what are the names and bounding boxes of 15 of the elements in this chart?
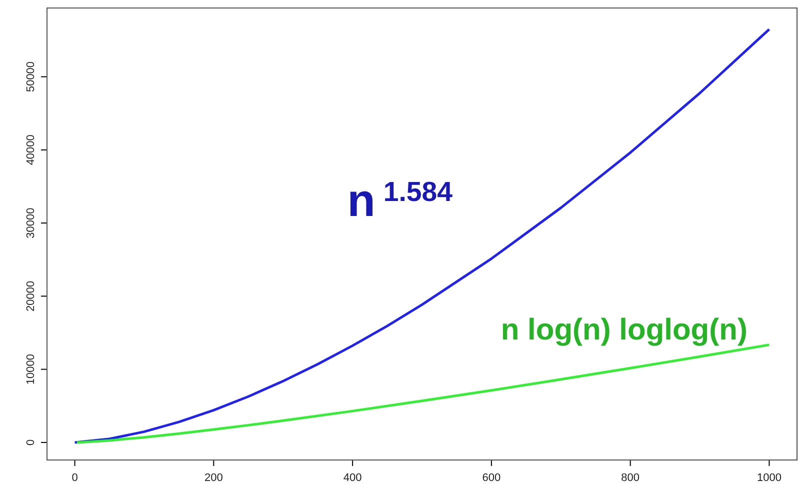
x-tick-label: 200 bbox=[204, 472, 223, 484]
line-series bbox=[74, 28, 770, 444]
y-tick-label: 0 bbox=[25, 439, 37, 446]
series-label: n $^{1.584}$ bbox=[347, 174, 454, 226]
y-tick-label: 40000 bbox=[25, 134, 37, 166]
y-tick-label: 50000 bbox=[25, 61, 37, 92]
y-tick-label: 30000 bbox=[25, 208, 37, 238]
y-tick-label: 10000 bbox=[25, 354, 37, 385]
x-tick-label: 800 bbox=[621, 472, 640, 484]
y-tick-label: 20000 bbox=[25, 280, 37, 312]
x-tick-label: 400 bbox=[343, 472, 362, 484]
x-tick-label: 0 bbox=[72, 472, 78, 484]
x-tick-label: 1000 bbox=[756, 472, 782, 484]
x-tick-label: 600 bbox=[482, 472, 501, 484]
series-label: n log(n) loglog(n) bbox=[500, 313, 748, 346]
